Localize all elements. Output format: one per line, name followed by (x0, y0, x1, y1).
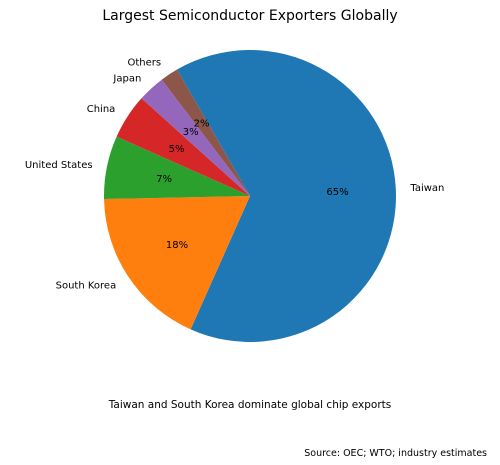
slice-category-label: United States (25, 160, 93, 171)
pie-slice-others (161, 69, 250, 196)
slice-percent-label: 5% (169, 144, 185, 155)
slice-percent-label: 7% (156, 174, 172, 185)
pie-slice-taiwan (177, 49, 396, 342)
chart-title: Largest Semiconductor Exporters Globally (102, 8, 397, 24)
slice-category-label: China (87, 104, 116, 115)
slice-percent-label: 65% (326, 187, 348, 198)
chart-source: Source: OEC; WTO; industry estimates (304, 448, 487, 459)
pie-slice-japan (141, 79, 250, 196)
pie-labels: 65% Taiwan 18% South Korea 7% United States 5%… (25, 58, 445, 292)
slice-category-label: Japan (112, 73, 141, 84)
pie-slice-south-korea (104, 196, 251, 330)
slice-percent-label: 3% (183, 127, 199, 138)
pie-slice-united-states (104, 136, 250, 200)
slice-percent-label: 2% (194, 119, 210, 130)
pie-slices (104, 49, 396, 342)
slice-category-label: South Korea (56, 280, 117, 291)
chart-caption: Taiwan and South Korea dominate global c… (108, 399, 392, 411)
slice-category-label: Taiwan (409, 183, 444, 194)
slice-percent-label: 18% (166, 240, 188, 251)
slice-category-label: Others (128, 58, 162, 69)
pie-slice-china (116, 98, 250, 196)
